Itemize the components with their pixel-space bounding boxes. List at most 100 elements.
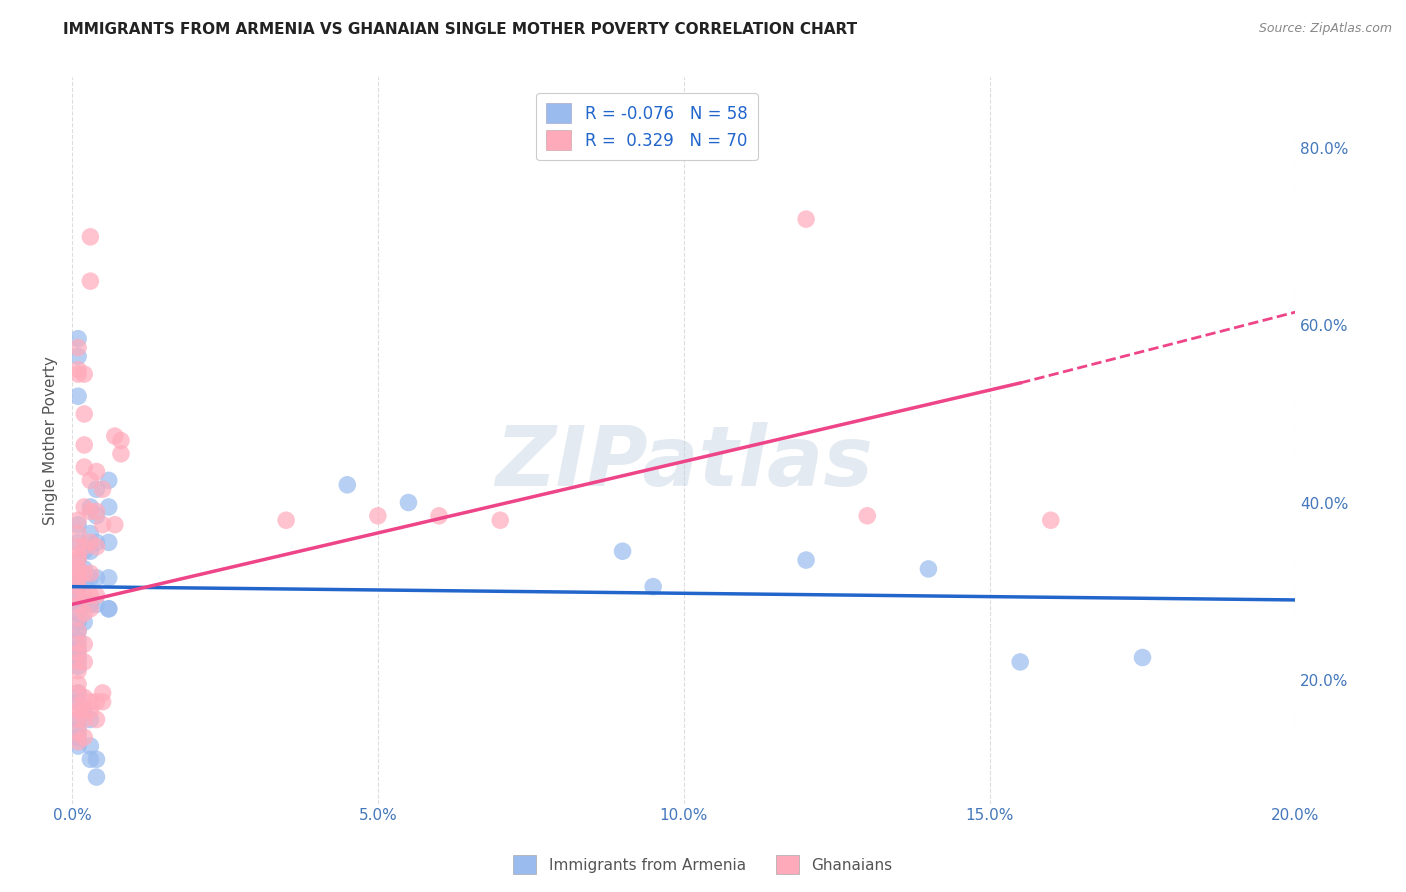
Point [79, 598, 101, 612]
Point [73, 562, 96, 576]
Point [67, 566, 90, 581]
Text: IMMIGRANTS FROM ARMENIA VS GHANAIAN SINGLE MOTHER POVERTY CORRELATION CHART: IMMIGRANTS FROM ARMENIA VS GHANAIAN SING… [63, 22, 858, 37]
Point [79, 739, 101, 753]
Point [86, 695, 108, 709]
Point [73, 575, 96, 590]
Point [427, 508, 450, 523]
Point [73, 566, 96, 581]
Point [398, 495, 420, 509]
Point [73, 713, 96, 727]
Y-axis label: Single Mother Poverty: Single Mother Poverty [44, 356, 58, 525]
Point [67, 553, 90, 567]
Point [67, 734, 90, 748]
Point [79, 500, 101, 514]
Point [97, 474, 120, 488]
Point [79, 695, 101, 709]
Point [67, 606, 90, 620]
Point [73, 589, 96, 603]
Point [67, 341, 90, 355]
Point [67, 562, 90, 576]
Point [1132, 650, 1154, 665]
Point [67, 526, 90, 541]
Point [489, 513, 512, 527]
Point [67, 589, 90, 603]
Point [67, 730, 90, 744]
Point [73, 704, 96, 718]
Point [67, 610, 90, 624]
Point [86, 770, 108, 784]
Point [86, 713, 108, 727]
Point [79, 602, 101, 616]
Point [97, 535, 120, 549]
Point [1039, 513, 1062, 527]
Point [67, 713, 90, 727]
Point [67, 615, 90, 629]
Point [86, 752, 108, 766]
Point [67, 566, 90, 581]
Point [67, 677, 90, 691]
Point [79, 566, 101, 581]
Legend: Immigrants from Armenia, Ghanaians: Immigrants from Armenia, Ghanaians [508, 849, 898, 880]
Point [79, 544, 101, 558]
Point [91, 517, 114, 532]
Point [86, 465, 108, 479]
Point [110, 434, 132, 448]
Point [79, 571, 101, 585]
Point [79, 589, 101, 603]
Point [73, 407, 96, 421]
Point [73, 438, 96, 452]
Point [67, 704, 90, 718]
Point [97, 602, 120, 616]
Point [73, 540, 96, 554]
Point [612, 544, 634, 558]
Point [79, 474, 101, 488]
Point [79, 713, 101, 727]
Point [86, 508, 108, 523]
Point [367, 508, 389, 523]
Point [97, 500, 120, 514]
Point [86, 504, 108, 518]
Point [643, 580, 665, 594]
Point [79, 526, 101, 541]
Text: Source: ZipAtlas.com: Source: ZipAtlas.com [1258, 22, 1392, 36]
Point [67, 332, 90, 346]
Point [67, 575, 90, 590]
Point [73, 637, 96, 651]
Point [67, 589, 90, 603]
Point [79, 752, 101, 766]
Point [86, 589, 108, 603]
Point [67, 367, 90, 381]
Point [794, 212, 817, 227]
Point [73, 606, 96, 620]
Point [67, 580, 90, 594]
Point [86, 540, 108, 554]
Point [79, 504, 101, 518]
Point [104, 429, 127, 443]
Point [67, 632, 90, 647]
Point [67, 686, 90, 700]
Point [73, 544, 96, 558]
Legend: R = -0.076   N = 58, R =  0.329   N = 70: R = -0.076 N = 58, R = 0.329 N = 70 [537, 93, 758, 161]
Point [86, 571, 108, 585]
Point [67, 699, 90, 714]
Point [67, 549, 90, 563]
Point [73, 460, 96, 475]
Point [67, 650, 90, 665]
Point [79, 230, 101, 244]
Point [336, 478, 359, 492]
Point [67, 513, 90, 527]
Point [67, 624, 90, 638]
Point [86, 535, 108, 549]
Point [67, 535, 90, 549]
Point [67, 350, 90, 364]
Point [274, 513, 297, 527]
Point [67, 637, 90, 651]
Point [73, 730, 96, 744]
Point [67, 725, 90, 739]
Point [856, 508, 879, 523]
Point [79, 704, 101, 718]
Point [67, 686, 90, 700]
Point [79, 535, 101, 549]
Point [73, 367, 96, 381]
Point [67, 739, 90, 753]
